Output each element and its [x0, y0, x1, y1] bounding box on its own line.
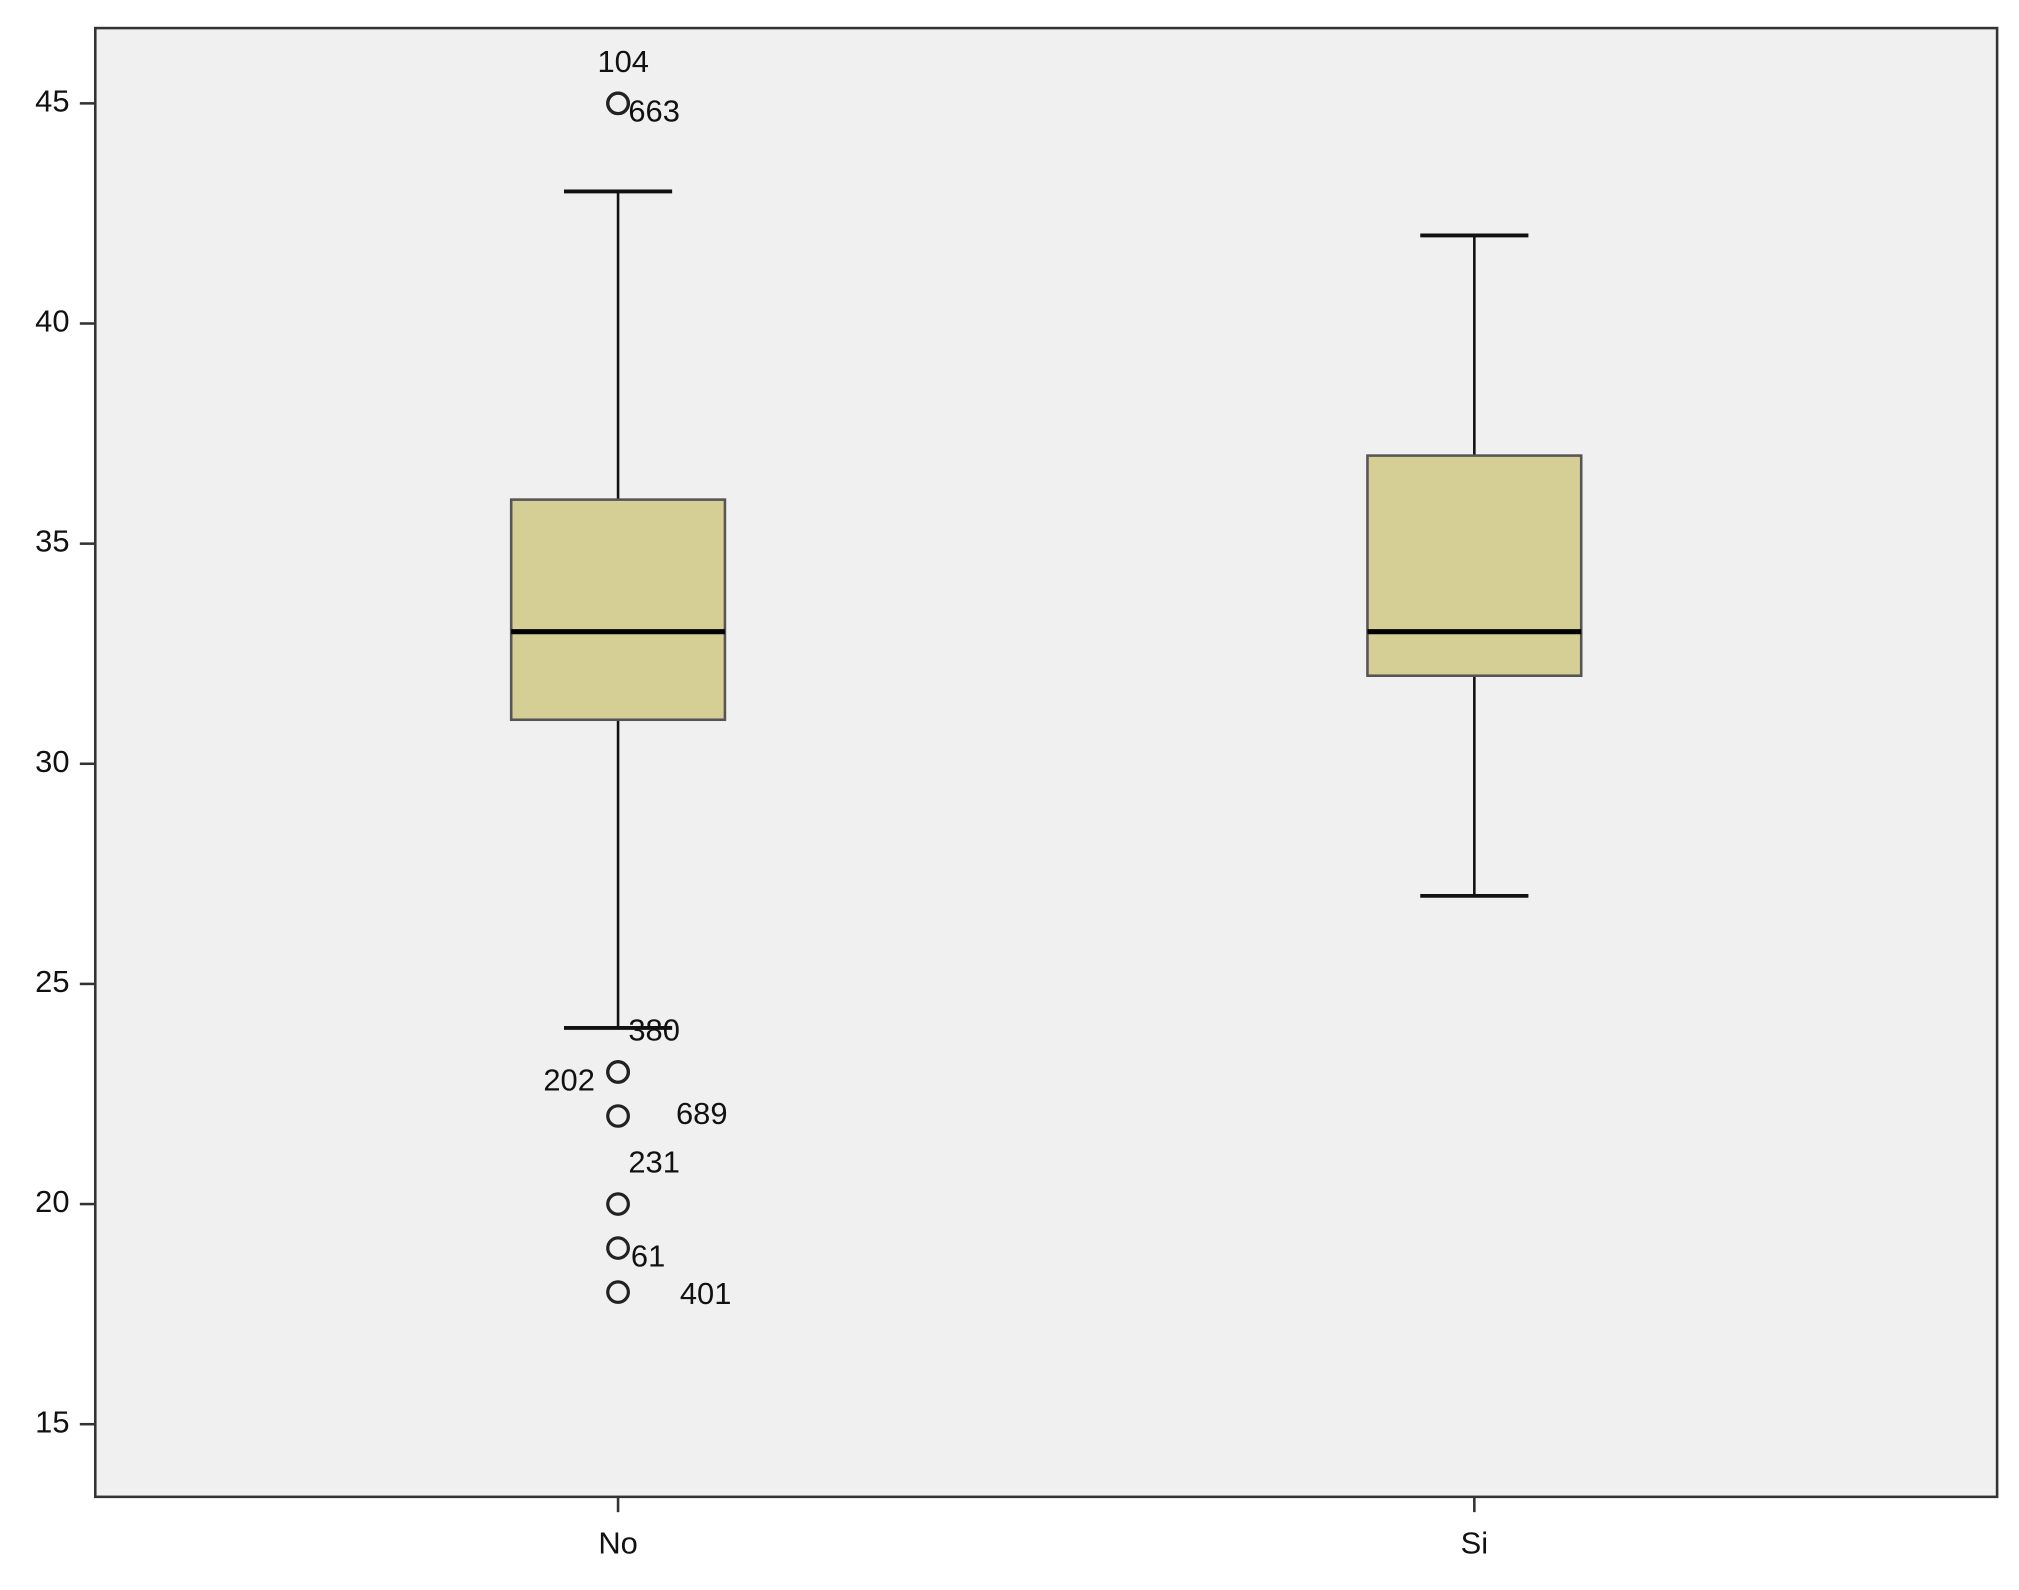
outlier-label: 689 — [676, 1096, 728, 1131]
x-tick-label: No — [598, 1526, 637, 1561]
outlier — [606, 1280, 630, 1304]
outlier — [606, 91, 630, 116]
outlier — [606, 1060, 630, 1084]
box — [509, 498, 727, 722]
y-tick-label: 35 — [35, 524, 69, 559]
outlier-label: 663 — [628, 94, 680, 129]
outlier-label: 231 — [628, 1145, 680, 1180]
y-tick-label: 40 — [35, 304, 69, 339]
plot-area — [93, 26, 1999, 1499]
y-tick-label: 30 — [35, 744, 69, 779]
y-tick-label: 15 — [35, 1404, 69, 1439]
outlier-label: 202 — [543, 1062, 595, 1097]
outlier-label: 401 — [680, 1276, 732, 1311]
y-tick-label: 45 — [35, 84, 69, 119]
outlier — [606, 1192, 630, 1216]
outlier — [606, 1104, 630, 1128]
outlier-label: 61 — [631, 1239, 665, 1274]
outlier — [606, 1236, 630, 1260]
x-tick-label: Si — [1461, 1526, 1488, 1561]
outlier-label: 104 — [597, 44, 649, 79]
y-tick-label: 25 — [35, 964, 69, 999]
outlier-label: 380 — [628, 1013, 680, 1048]
box — [1366, 454, 1583, 678]
y-tick-label: 20 — [35, 1184, 69, 1219]
